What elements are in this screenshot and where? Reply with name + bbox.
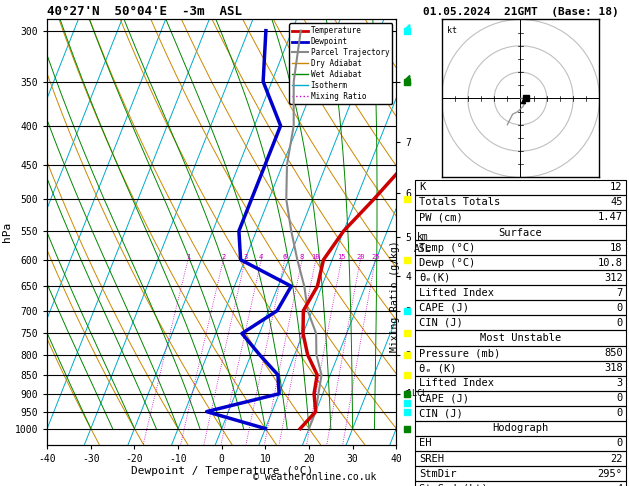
Text: SREH: SREH xyxy=(419,453,444,464)
Text: 22: 22 xyxy=(610,453,623,464)
Text: 12: 12 xyxy=(610,182,623,192)
Text: Lifted Index: Lifted Index xyxy=(419,378,494,388)
Text: 10: 10 xyxy=(311,254,320,260)
Text: 10.8: 10.8 xyxy=(598,258,623,268)
Text: 18: 18 xyxy=(610,243,623,253)
Text: Lifted Index: Lifted Index xyxy=(419,288,494,298)
Text: 45: 45 xyxy=(610,197,623,208)
Text: CAPE (J): CAPE (J) xyxy=(419,393,469,403)
Text: θₑ (K): θₑ (K) xyxy=(419,363,457,373)
Text: StmSpd (kt): StmSpd (kt) xyxy=(419,484,487,486)
Text: © weatheronline.co.uk: © weatheronline.co.uk xyxy=(253,472,376,482)
Text: Temp (°C): Temp (°C) xyxy=(419,243,475,253)
Text: 3: 3 xyxy=(243,254,247,260)
Text: Dewp (°C): Dewp (°C) xyxy=(419,258,475,268)
Text: 0: 0 xyxy=(616,318,623,328)
Text: Totals Totals: Totals Totals xyxy=(419,197,500,208)
Y-axis label: hPa: hPa xyxy=(2,222,12,242)
Text: θₑ(K): θₑ(K) xyxy=(419,273,450,283)
Text: PW (cm): PW (cm) xyxy=(419,212,463,223)
Text: CAPE (J): CAPE (J) xyxy=(419,303,469,313)
Text: K: K xyxy=(419,182,425,192)
Text: EH: EH xyxy=(419,438,431,449)
Text: 0: 0 xyxy=(616,408,623,418)
Text: 7: 7 xyxy=(616,288,623,298)
Text: 850: 850 xyxy=(604,348,623,358)
Text: StmDir: StmDir xyxy=(419,469,457,479)
Text: 4: 4 xyxy=(259,254,264,260)
Text: CIN (J): CIN (J) xyxy=(419,408,463,418)
Text: Hodograph: Hodograph xyxy=(493,423,548,434)
Text: 2: 2 xyxy=(221,254,225,260)
Text: 25: 25 xyxy=(371,254,379,260)
Text: 4: 4 xyxy=(616,484,623,486)
Text: 6: 6 xyxy=(282,254,287,260)
Text: 20: 20 xyxy=(356,254,365,260)
Text: Mixing Ratio (g/kg): Mixing Ratio (g/kg) xyxy=(390,240,400,352)
Text: Most Unstable: Most Unstable xyxy=(480,333,561,343)
Text: 295°: 295° xyxy=(598,469,623,479)
Y-axis label: km
ASL: km ASL xyxy=(413,232,431,254)
Text: CIN (J): CIN (J) xyxy=(419,318,463,328)
Text: kt: kt xyxy=(447,26,457,35)
Text: 0: 0 xyxy=(616,303,623,313)
Text: Surface: Surface xyxy=(499,227,542,238)
Text: 01.05.2024  21GMT  (Base: 18): 01.05.2024 21GMT (Base: 18) xyxy=(423,7,618,17)
Text: 8: 8 xyxy=(300,254,304,260)
Text: 0: 0 xyxy=(616,393,623,403)
Text: 3: 3 xyxy=(616,378,623,388)
Text: 1LCL: 1LCL xyxy=(407,389,426,398)
Text: 318: 318 xyxy=(604,363,623,373)
Text: 1.47: 1.47 xyxy=(598,212,623,223)
Text: 312: 312 xyxy=(604,273,623,283)
Text: 1: 1 xyxy=(186,254,190,260)
Text: Pressure (mb): Pressure (mb) xyxy=(419,348,500,358)
Text: 0: 0 xyxy=(616,438,623,449)
Legend: Temperature, Dewpoint, Parcel Trajectory, Dry Adiabat, Wet Adiabat, Isotherm, Mi: Temperature, Dewpoint, Parcel Trajectory… xyxy=(289,23,392,104)
Text: 40°27'N  50°04'E  -3m  ASL: 40°27'N 50°04'E -3m ASL xyxy=(47,5,242,18)
Text: 15: 15 xyxy=(337,254,346,260)
X-axis label: Dewpoint / Temperature (°C): Dewpoint / Temperature (°C) xyxy=(131,467,313,476)
